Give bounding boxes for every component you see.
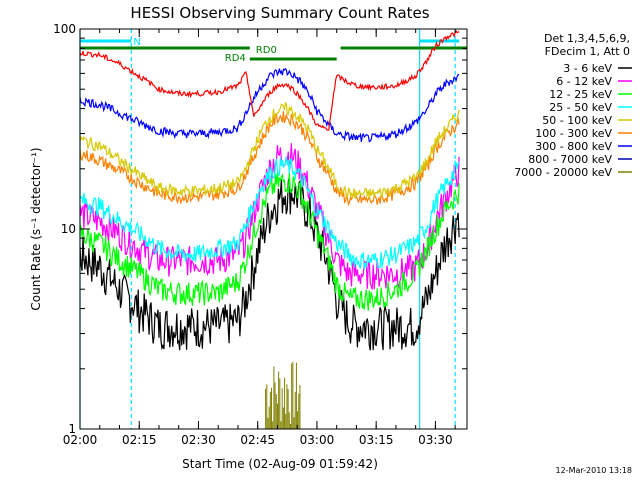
x-tick-label: 02:45 [240,433,275,447]
legend-entry-label: 100 - 300 keV [535,127,612,140]
legend: Det 1,3,4,5,6,9,FDecim 1, Att 0 3 - 6 keV… [514,32,632,179]
legend-entry-label: 50 - 100 keV [542,114,612,127]
x-tick-label: 03:15 [359,433,394,447]
series-12-25kev [79,172,460,311]
x-tick-label: 02:30 [181,433,216,447]
series-100-300kev [79,111,460,207]
x-tick-label: 02:00 [63,433,98,447]
legend-entry-label: 7000 - 20000 keV [514,166,612,179]
rd4-label: RD4 [225,53,246,64]
chart-title: HESSI Observing Summary Count Rates [130,4,429,22]
series-50-100kev [79,101,460,200]
series-red [79,29,460,131]
plot-timestamp: 12-Mar-2010 13:18 [556,466,633,475]
legend-entry-label: 6 - 12 keV [556,75,612,88]
y-tick-label: 1 [68,422,76,436]
series-25-50kev [79,156,460,270]
x-tick-label: 03:00 [300,433,335,447]
y-tick-label: 100 [53,22,76,36]
y-axis: 1 10 100 [53,22,467,436]
y-axis-label: Count Rate (s⁻¹ detector⁻¹) [29,147,43,310]
night-label: N [133,37,140,48]
x-tick-label: 03:30 [418,433,453,447]
legend-entry-label: 300 - 800 keV [535,140,612,153]
x-axis: 02:00 02:15 02:30 02:45 03:00 03:15 03:30 [63,29,456,447]
legend-header-line: Det 1,3,4,5,6,9, [544,32,630,45]
legend-entry-label: 800 - 7000 keV [528,153,612,166]
legend-entry-label: 25 - 50 keV [549,101,612,114]
x-axis-label: Start Time (02-Aug-09 01:59:42) [182,457,378,471]
series-3-6kev [79,176,460,351]
legend-entry-label: 3 - 6 keV [563,62,612,75]
series-6-12kev [79,143,460,290]
legend-entry-label: 12 - 25 keV [549,88,612,101]
rd0-label: RD0 [256,45,277,56]
legend-header-line: FDecim 1, Att 0 [545,45,630,58]
x-tick-label: 02:15 [122,433,157,447]
y-tick-label: 10 [61,222,76,236]
plot-area: N RD4 RD0 [79,29,467,429]
series-300-800kev [79,67,460,143]
